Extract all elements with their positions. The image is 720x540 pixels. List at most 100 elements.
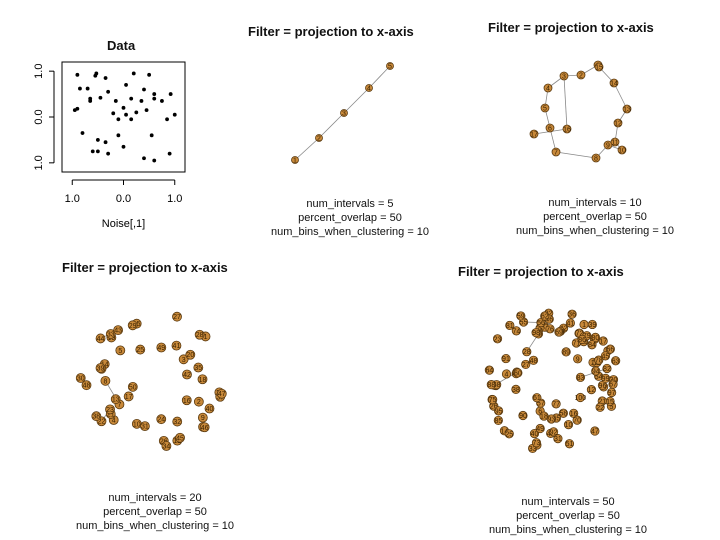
- node-label: 16: [563, 127, 571, 134]
- y-tick-label: 1.0: [33, 64, 45, 79]
- data-point: [142, 156, 146, 161]
- graph-node: 78: [594, 355, 604, 365]
- node-label: 88: [487, 382, 495, 389]
- node-label: 16: [183, 398, 191, 405]
- node-label: 41: [173, 343, 181, 350]
- graph-node: 22: [595, 402, 605, 412]
- node-label: 78: [595, 358, 603, 365]
- node-label: 69: [555, 330, 563, 337]
- node-label: 1: [293, 158, 297, 165]
- graph-title: Filter = projection to x-axis: [488, 20, 654, 35]
- graph-node: 2: [315, 134, 323, 143]
- graph-node: 32: [172, 416, 183, 427]
- graph-node: 4: [543, 83, 553, 93]
- node-label: 5: [543, 106, 547, 113]
- graph-node: 17: [598, 336, 608, 346]
- node-label: 60: [514, 370, 522, 377]
- x-tick-label: 0.0: [116, 193, 131, 205]
- node-label: 8: [594, 156, 598, 163]
- graph-node: 7: [551, 147, 561, 157]
- data-point: [129, 117, 134, 122]
- graph-node: 50: [127, 381, 138, 392]
- graph-node: 80: [590, 332, 601, 342]
- graph-title: Filter = projection to x-axis: [248, 24, 414, 39]
- data-point: [144, 108, 149, 113]
- node-label: 23: [106, 407, 114, 414]
- node-label: 13: [112, 397, 120, 404]
- graph-node: 47: [590, 426, 600, 436]
- node-label: 30: [77, 376, 85, 383]
- graph-node: 48: [528, 355, 539, 365]
- param-intervals: num_intervals = 10: [548, 197, 642, 209]
- node-label: 4: [505, 371, 509, 378]
- graph-node: 39: [95, 363, 106, 373]
- node-label: 71: [572, 340, 580, 347]
- data-point: [78, 86, 82, 91]
- graph-node: 45: [175, 432, 185, 443]
- graph-node: 12: [586, 385, 597, 395]
- graph-node: 9: [197, 412, 208, 423]
- node-label: 17: [599, 339, 607, 346]
- graph-node: 84: [587, 340, 597, 350]
- graph-canvas: 1234567891011121314151617181920212223242…: [75, 311, 227, 451]
- data-point: [121, 105, 126, 110]
- param-overlap: percent_overlap = 50: [298, 212, 402, 224]
- node-label: 50: [129, 384, 137, 391]
- node-label: 10: [565, 422, 573, 429]
- node-label: 80: [592, 335, 600, 342]
- graph-node: 3: [340, 109, 348, 118]
- graph-node: 41: [565, 318, 575, 328]
- graph-node: 42: [182, 369, 192, 380]
- node-label: 4: [367, 86, 371, 93]
- graph-node: 2: [576, 70, 586, 80]
- node-label: 77: [552, 401, 560, 408]
- graph-node: 88: [486, 380, 496, 390]
- node-label: 40: [531, 431, 539, 438]
- graph-node: 1: [579, 319, 589, 330]
- node-label: 58: [559, 411, 567, 418]
- node-label: 4: [112, 418, 116, 425]
- graph-node: 14: [609, 78, 619, 88]
- node-label: 47: [591, 429, 599, 436]
- graph-node: 81: [505, 320, 515, 331]
- graph-edge: [343, 87, 370, 114]
- node-label: 28: [523, 349, 531, 356]
- param-bins: num_bins_when_clustering = 10: [270, 226, 430, 238]
- graph-edge: [555, 151, 597, 159]
- node-label: 20: [186, 352, 194, 359]
- graph-node: 49: [156, 342, 167, 353]
- node-label: 2: [317, 136, 321, 143]
- graph-node: 49: [535, 423, 545, 434]
- scatter-plot: 1.0 0.0 1.0 1.0 0.0 1.0 Noise[,1]: [33, 61, 186, 230]
- graph-canvas: 1234567891011121314151617181920212223242…: [484, 308, 621, 454]
- node-label: 84: [588, 342, 596, 349]
- graph-node: 99: [600, 373, 611, 384]
- param-intervals: num_intervals = 20: [108, 492, 202, 504]
- graph-node: 25: [504, 429, 514, 439]
- node-label: 31: [554, 436, 562, 443]
- graph-node: 75: [488, 395, 498, 405]
- node-label: 83: [577, 375, 585, 382]
- graph-node: 62: [540, 311, 550, 321]
- data-point: [139, 99, 144, 103]
- data-point: [142, 87, 146, 92]
- node-label: 25: [505, 431, 513, 438]
- node-label: 10: [133, 421, 141, 428]
- node-label: 49: [157, 345, 165, 352]
- data-point: [106, 89, 111, 94]
- param-overlap: percent_overlap = 50: [543, 211, 647, 223]
- graph-node: 9: [573, 354, 583, 364]
- data-point: [168, 92, 173, 96]
- graph-node: 67: [608, 379, 618, 389]
- node-label: 76: [546, 326, 554, 333]
- node-label: 63: [612, 358, 620, 365]
- node-label: 94: [592, 368, 600, 375]
- node-label: 61: [533, 395, 541, 402]
- node-label: 14: [501, 428, 509, 435]
- graph-node: 17: [529, 129, 539, 139]
- node-label: 15: [606, 399, 614, 406]
- data-point: [165, 117, 169, 122]
- param-overlap: percent_overlap = 50: [103, 506, 207, 518]
- node-label: 18: [199, 377, 207, 384]
- graph-node: 17: [123, 391, 134, 402]
